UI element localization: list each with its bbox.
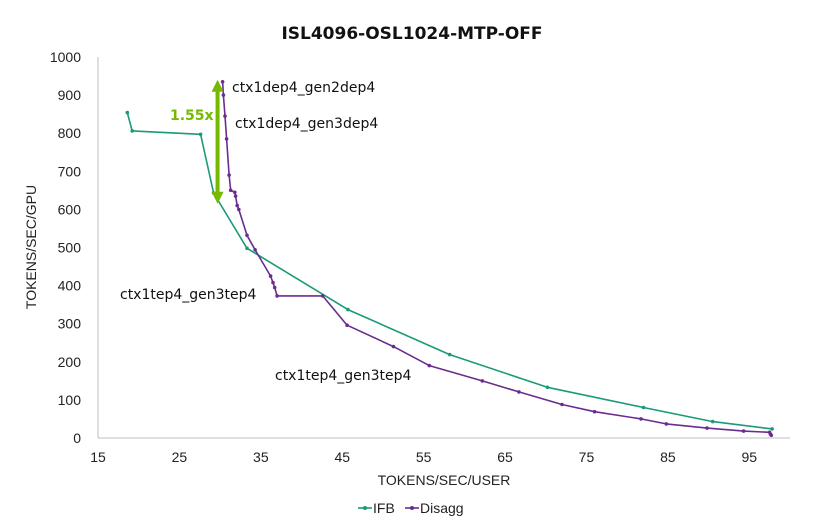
data-point-disagg (664, 422, 669, 426)
y-ticks: 0 100 200 300 400 500 600 700 800 900 1000 (50, 49, 81, 446)
y-tick-label: 700 (58, 163, 82, 179)
data-point-disagg (271, 280, 275, 285)
y-tick-label: 0 (73, 430, 81, 446)
data-point-ifb (130, 129, 134, 133)
data-point-disagg (245, 233, 249, 238)
data-point-disagg (639, 417, 643, 421)
x-tick-label: 25 (172, 449, 188, 465)
series-layer (125, 80, 774, 438)
data-point-disagg (235, 203, 239, 208)
data-point-ifb (125, 110, 130, 115)
x-tick-label: 15 (90, 449, 106, 465)
y-tick-label: 400 (58, 278, 82, 294)
data-point-disagg (237, 207, 241, 212)
legend-label-disagg: Disagg (420, 500, 464, 516)
highlight-arrow-head-up (211, 79, 224, 92)
data-point-ifb (641, 405, 646, 410)
data-point-disagg (705, 426, 709, 430)
ratio-annotation: 1.55x (170, 108, 214, 124)
series-ifb (125, 110, 774, 431)
y-tick-label: 300 (58, 316, 82, 332)
legend-item-disagg: Disagg (405, 500, 464, 516)
data-point-disagg (233, 190, 237, 195)
data-point-disagg (480, 379, 485, 383)
data-point-disagg (592, 409, 597, 414)
series-disagg (220, 80, 774, 438)
legend-marker-ifb (363, 506, 367, 510)
data-point-disagg (345, 323, 349, 328)
x-tick-label: 35 (253, 449, 269, 465)
data-point-disagg (427, 363, 432, 368)
axes (97, 57, 790, 439)
data-point-disagg (268, 274, 273, 278)
annotation-ctx1dep4-gen3dep4: ctx1dep4_gen3dep4 (235, 116, 378, 132)
data-point-ifb (346, 307, 350, 312)
y-tick-label: 200 (58, 354, 82, 370)
data-point-disagg (320, 294, 325, 298)
data-point-disagg (272, 285, 277, 290)
data-point-disagg (220, 80, 225, 84)
data-point-disagg (560, 402, 564, 407)
highlight-arrow-head-down (211, 191, 224, 204)
data-point-disagg (224, 137, 229, 141)
data-point-disagg (391, 344, 396, 349)
chart-title: ISL4096-OSL1024-MTP-OFF (281, 24, 542, 44)
y-tick-label: 600 (58, 201, 82, 217)
x-tick-label: 95 (742, 449, 758, 465)
data-point-disagg (228, 188, 233, 193)
data-point-disagg (227, 173, 231, 177)
y-tick-label: 500 (58, 240, 82, 256)
x-tick-label: 85 (660, 449, 676, 465)
data-point-disagg (741, 429, 746, 433)
data-point-disagg (275, 294, 279, 298)
data-point-ifb (770, 427, 774, 431)
y-tick-label: 1000 (50, 49, 81, 65)
data-point-disagg (233, 194, 238, 198)
x-ticks: 15 25 35 45 55 65 75 85 95 (90, 449, 757, 465)
data-point-ifb (710, 419, 715, 424)
highlight-layer (211, 79, 224, 204)
data-point-disagg (221, 93, 226, 97)
annotation-ctx1tep4-gen3tep4-lower: ctx1tep4_gen3tep4 (275, 368, 412, 384)
x-tick-label: 65 (497, 449, 513, 465)
y-axis-label: TOKENS/SEC/GPU (23, 185, 39, 309)
annotation-ctx1tep4-gen3tep4-upper: ctx1tep4_gen3tep4 (120, 287, 257, 303)
legend: IFB Disagg (358, 500, 464, 516)
data-point-disagg (253, 248, 257, 252)
data-point-ifb (447, 352, 452, 357)
x-axis-label: TOKENS/SEC/USER (378, 472, 511, 488)
data-point-ifb (245, 246, 249, 251)
y-tick-label: 100 (58, 392, 82, 408)
y-tick-label: 800 (58, 125, 82, 141)
x-tick-label: 75 (579, 449, 595, 465)
data-point-disagg (223, 114, 227, 118)
data-point-ifb (545, 385, 550, 390)
data-point-disagg (517, 390, 521, 394)
x-tick-label: 45 (334, 449, 350, 465)
annotation-ctx1dep4-gen2dep4: ctx1dep4_gen2dep4 (232, 80, 375, 96)
series-line-ifb (126, 112, 773, 430)
legend-label-ifb: IFB (373, 500, 395, 516)
legend-marker-disagg (410, 506, 414, 510)
x-tick-label: 55 (416, 449, 432, 465)
data-point-ifb (198, 132, 203, 137)
legend-item-ifb: IFB (358, 500, 395, 516)
y-tick-label: 900 (58, 87, 82, 103)
data-point-disagg (769, 433, 774, 438)
